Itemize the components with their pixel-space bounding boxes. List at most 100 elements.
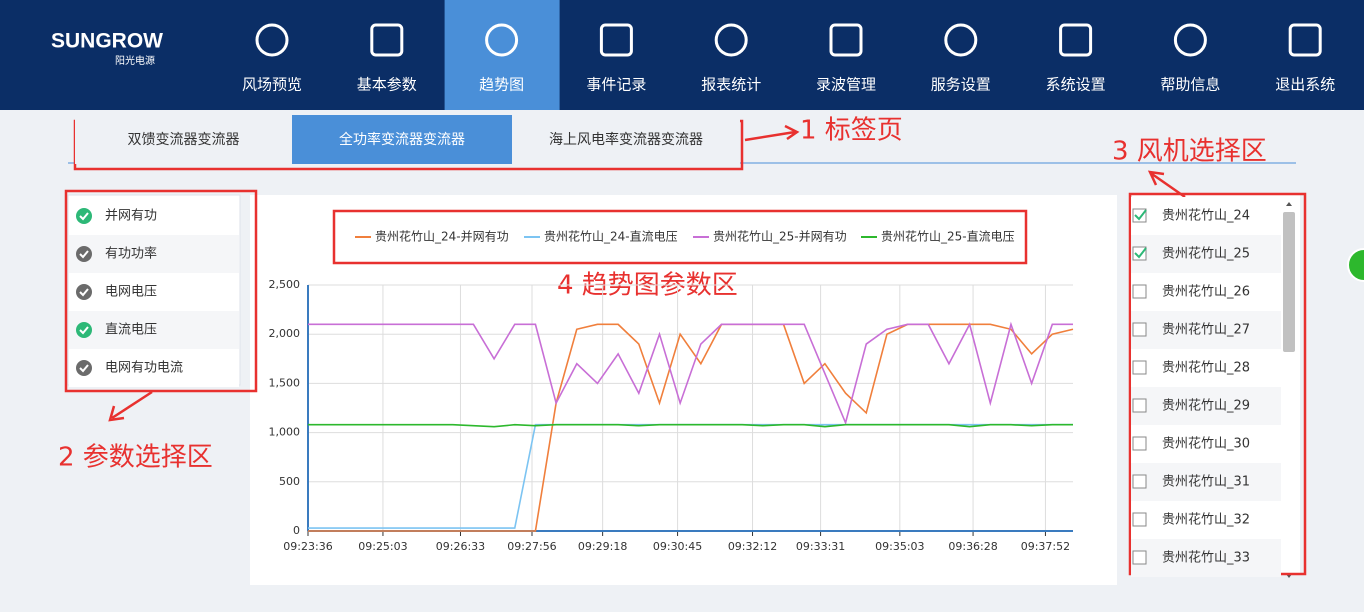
nav-icon (944, 23, 978, 57)
turbine-checkbox[interactable] (1132, 512, 1147, 527)
x-tick-label: 09:32:12 (728, 540, 777, 553)
series-line (308, 323, 1074, 532)
turbine-tick (1134, 247, 1147, 259)
turbine-name[interactable]: 贵州花竹山_33 (1162, 550, 1250, 566)
legend-label[interactable]: 贵州花竹山_25-直流电压 (881, 229, 1015, 244)
nav-item[interactable]: 报表统计 (701, 76, 761, 94)
nav-item[interactable]: 系统设置 (1046, 76, 1106, 94)
turbine-row[interactable] (1131, 539, 1281, 577)
tab-label[interactable]: 海上风电率变流器变流器 (549, 131, 703, 148)
nav-item[interactable]: 风场预览 (242, 76, 302, 94)
param-name[interactable]: 有功功率 (105, 246, 157, 262)
turbine-name[interactable]: 贵州花竹山_30 (1162, 436, 1250, 452)
nav-item[interactable]: 基本参数 (357, 76, 417, 94)
x-tick-label: 09:27:56 (507, 540, 556, 553)
turbine-row[interactable] (1131, 425, 1281, 463)
turbine-row[interactable] (1131, 349, 1281, 387)
legend-label[interactable]: 贵州花竹山_24-直流电压 (544, 229, 678, 244)
turbine-checkbox[interactable] (1132, 550, 1147, 565)
param-check[interactable] (76, 208, 92, 224)
turbine-row[interactable] (1131, 197, 1281, 235)
nav-item[interactable]: 退出系统 (1275, 76, 1335, 94)
param-row[interactable] (69, 235, 239, 273)
param-row[interactable] (69, 349, 239, 387)
param-check[interactable] (76, 284, 92, 300)
turbine-name[interactable]: 贵州花竹山_27 (1162, 322, 1250, 338)
turbine-row[interactable] (1131, 235, 1281, 273)
tab-label[interactable]: 全功率变流器变流器 (339, 131, 465, 148)
param-row[interactable] (69, 197, 239, 235)
param-row[interactable] (69, 311, 239, 349)
param-check[interactable] (76, 360, 92, 376)
header (0, 0, 1364, 110)
nav-icon (255, 23, 289, 57)
turbine-checkbox[interactable] (1132, 246, 1147, 261)
y-tick-label: 0 (293, 524, 300, 537)
nav-icon (714, 23, 748, 57)
param-tick (79, 250, 89, 259)
y-tick-label: 2,500 (269, 278, 301, 291)
turbine-row[interactable] (1131, 463, 1281, 501)
turbine-checkbox[interactable] (1132, 208, 1147, 223)
nav-item[interactable]: 帮助信息 (1160, 76, 1220, 94)
nav-item[interactable]: 服务设置 (931, 76, 991, 94)
legend-label[interactable]: 贵州花竹山_25-并网有功 (713, 229, 847, 244)
turbine-row[interactable] (1131, 311, 1281, 349)
turbine-name[interactable]: 贵州花竹山_26 (1162, 284, 1250, 300)
param-name[interactable]: 直流电压 (105, 323, 157, 338)
turbine-name[interactable]: 贵州花竹山_25 (1162, 246, 1250, 262)
turbine-checkbox[interactable] (1132, 436, 1147, 451)
x-tick-label: 09:26:33 (436, 540, 485, 553)
logo-sub: 阳光电源 (115, 54, 155, 67)
turbine-name[interactable]: 贵州花竹山_32 (1162, 512, 1250, 528)
y-tick-label: 2,000 (269, 327, 301, 340)
nav-icon (485, 23, 519, 57)
turbine-checkbox[interactable] (1132, 360, 1147, 375)
turbine-row[interactable] (1131, 273, 1281, 311)
param-tick (79, 364, 89, 373)
param-name[interactable]: 电网有功电流 (105, 361, 183, 376)
nav-item[interactable]: 事件记录 (586, 76, 646, 94)
nav-icon (1059, 23, 1093, 57)
series-line (308, 321, 1073, 426)
turbine-name[interactable]: 贵州花竹山_24 (1162, 208, 1250, 224)
param-row[interactable] (69, 273, 239, 311)
y-tick-label: 1,500 (269, 376, 301, 389)
turbine-checkbox[interactable] (1132, 474, 1147, 489)
x-tick-label: 09:36:28 (948, 540, 997, 553)
tab-label[interactable]: 双馈变流器变流器 (128, 132, 240, 148)
annotation: 3 风机选择区 (1112, 137, 1267, 167)
param-tick (79, 326, 89, 335)
x-tick-label: 09:25:03 (358, 540, 407, 553)
turbine-row[interactable] (1131, 387, 1281, 425)
turbine-tick (1134, 209, 1147, 221)
param-name[interactable]: 并网有功 (105, 209, 157, 224)
param-name[interactable]: 电网电压 (105, 285, 157, 300)
nav-item[interactable]: 趋势图 (479, 76, 524, 94)
x-tick-label: 09:29:18 (578, 540, 627, 553)
turbine-checkbox[interactable] (1132, 398, 1147, 413)
x-tick-label: 09:35:03 (875, 540, 924, 553)
turbine-checkbox[interactable] (1132, 284, 1147, 299)
scrollbar-thumb[interactable] (1283, 212, 1295, 352)
x-tick-label: 09:33:31 (796, 540, 845, 553)
param-check[interactable] (76, 322, 92, 338)
turbine-name[interactable]: 贵州花竹山_31 (1162, 474, 1250, 490)
y-tick-label: 500 (279, 475, 300, 488)
legend-label[interactable]: 贵州花竹山_24-并网有功 (375, 229, 509, 244)
tab[interactable] (512, 115, 740, 164)
float-bubble[interactable] (1347, 248, 1364, 282)
turbine-checkbox[interactable] (1132, 322, 1147, 337)
turbine-name[interactable]: 贵州花竹山_28 (1162, 360, 1250, 376)
turbine-name[interactable]: 贵州花竹山_29 (1162, 398, 1250, 414)
nav-icon (599, 23, 633, 57)
annotation: 1 标签页 (800, 116, 903, 146)
tab[interactable] (75, 115, 292, 164)
nav-icon (370, 23, 404, 57)
param-check[interactable] (76, 246, 92, 262)
turbine-row[interactable] (1131, 501, 1281, 539)
nav-item[interactable]: 录波管理 (816, 76, 876, 94)
tab[interactable] (292, 115, 512, 164)
